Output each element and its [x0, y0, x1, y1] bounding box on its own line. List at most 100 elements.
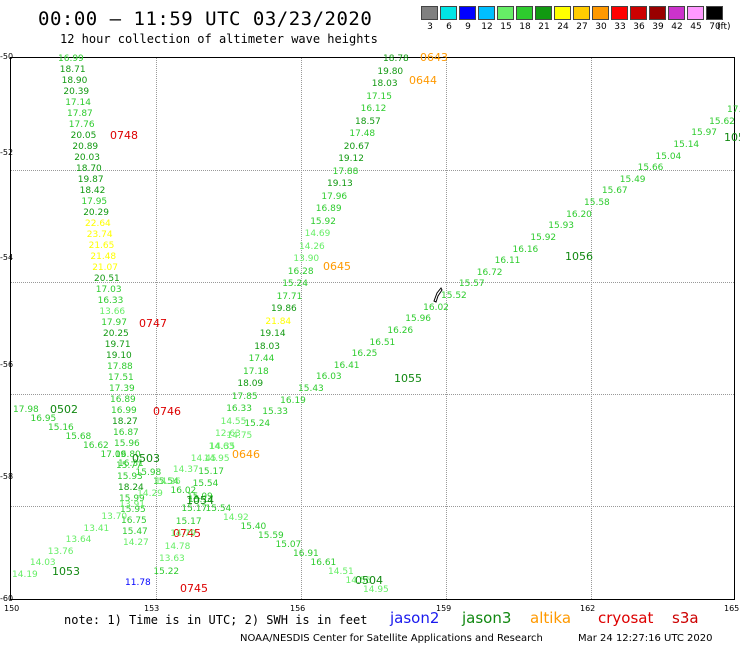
- colorbar-swatch: [573, 6, 590, 20]
- southwest-track-value: 16.61: [310, 558, 337, 568]
- west-track-value: 18.42: [79, 186, 106, 196]
- middle-track-value: 18.03: [371, 79, 398, 89]
- middle-track-value: 15.24: [282, 279, 308, 289]
- diagonal-track-value: 13.64: [65, 535, 92, 546]
- colorbar-swatch: [611, 6, 628, 20]
- west-track-time: 0745: [180, 582, 208, 595]
- west-track-value: 15.93: [117, 472, 143, 482]
- colorbar-swatch: [687, 6, 704, 20]
- west-track-value: 20.03: [74, 153, 100, 163]
- diagonal-track-value: 15.57: [458, 279, 485, 290]
- diagonal-track-value: 16.51: [369, 337, 396, 348]
- diagonal-track-value: 15.04: [655, 151, 682, 162]
- y-axis-tick-label: -58: [0, 472, 14, 481]
- middle-track-value: 21.84: [265, 316, 292, 327]
- southwest-track-value: 11.78: [125, 578, 151, 588]
- diagonal-track-value: 13.70: [101, 511, 128, 522]
- southwest-track-value: 15.40: [240, 522, 267, 532]
- west-track-value: 20.05: [70, 131, 97, 141]
- southwest-track-value: 15.16: [48, 423, 74, 433]
- west-track-value: 20.51: [94, 274, 120, 284]
- southwest-track-value: 17.98: [13, 405, 39, 415]
- middle-track-value: 20.67: [343, 141, 370, 152]
- diagonal-track-value: 16.03: [315, 372, 342, 383]
- southwest-track-value: 14.51: [328, 567, 354, 577]
- diagonal-track-time: 1055: [394, 372, 422, 385]
- colorbar-swatch: [592, 6, 609, 20]
- x-axis-tick-label: 159: [436, 604, 452, 613]
- west-track-value: 17.51: [108, 373, 134, 383]
- colorbar-label: 36: [633, 22, 645, 32]
- southwest-track-value: 16.91: [293, 549, 319, 559]
- west-track-value: 20.29: [83, 208, 109, 218]
- middle-track-time: 0643: [420, 51, 448, 64]
- middle-track-value: 18.09: [237, 379, 264, 389]
- west-track-value: 18.70: [76, 164, 102, 174]
- x-axis-tick-label: 150: [4, 604, 20, 613]
- diagonal-track-value: 16.26: [387, 325, 414, 336]
- colorbar-label: 12: [481, 22, 493, 32]
- west-track-time: 0745: [173, 527, 201, 540]
- diagonal-track-time: 1054: [186, 494, 214, 507]
- grid-line-horizontal: [11, 281, 734, 283]
- southwest-track-value: 15.68: [65, 432, 92, 442]
- west-track-value: 17.88: [107, 362, 133, 372]
- west-track-value: 23.74: [86, 230, 113, 240]
- southwest-track-value: 16.02: [170, 486, 197, 496]
- southwest-track-value: 17.09: [100, 450, 127, 460]
- colorbar-swatch: [535, 6, 552, 20]
- middle-track-value: 14.26: [299, 241, 325, 252]
- middle-track-value: 15.22: [153, 566, 180, 577]
- diagonal-track-value: 15.96: [405, 314, 432, 325]
- middle-track-value: 15.17: [175, 516, 202, 527]
- colorbar-swatch: [459, 6, 476, 20]
- diagonal-track-value: 14.03: [29, 558, 56, 569]
- diagonal-track-value: 14.75: [226, 430, 253, 441]
- diagonal-track-value: 14.19: [12, 570, 38, 580]
- west-track-value: 16.75: [121, 516, 147, 526]
- west-track-value: 16.99: [111, 406, 137, 416]
- diagonal-track-value: 15.33: [262, 407, 289, 418]
- west-track-value: 20.89: [72, 142, 99, 152]
- diagonal-track-value: 15.97: [691, 128, 718, 139]
- middle-track-value: 17.48: [349, 129, 376, 139]
- west-track-value: 19.87: [77, 175, 104, 185]
- map-plot-area: [10, 57, 735, 600]
- west-track-value: 16.33: [97, 296, 124, 306]
- middle-track-value: 17.18: [243, 366, 269, 377]
- middle-track-value: 17.44: [248, 354, 275, 364]
- diagonal-track-value: 14.63: [208, 442, 235, 453]
- middle-track-value: 15.17: [181, 504, 208, 514]
- satellite-legend-altika: altika: [530, 609, 572, 627]
- west-track-value: 15.99: [119, 494, 145, 504]
- west-track-value: 15.95: [120, 505, 146, 515]
- colorbar-label: 30: [595, 22, 607, 32]
- diagonal-track-value: 16.02: [423, 302, 449, 313]
- middle-track-value: 17.88: [332, 166, 359, 177]
- diagonal-track-time: 1053: [52, 565, 80, 578]
- middle-track-value: 15.09: [187, 491, 213, 502]
- southwest-track-value: 14.95: [363, 585, 389, 595]
- grid-line-horizontal: [11, 169, 734, 171]
- middle-track-value: 15.92: [310, 216, 336, 227]
- diagonal-track-value: 14.29: [137, 488, 163, 499]
- colorbar-label: 42: [671, 22, 683, 32]
- island-outline-icon: [433, 287, 443, 303]
- diagonal-track-value: 15.92: [530, 232, 557, 243]
- west-track-value: 22.64: [85, 219, 111, 229]
- southwest-track-value: 16.62: [83, 441, 109, 451]
- southwest-track-time: 0502: [50, 403, 78, 416]
- diagonal-track-value: 14.26: [155, 477, 181, 487]
- diagonal-track-value: 15.49: [619, 174, 646, 185]
- middle-track-value: 19.14: [259, 329, 286, 339]
- southwest-track-value: 16.31: [118, 459, 144, 469]
- middle-track-value: 16.89: [315, 204, 342, 214]
- diagonal-track-value: 16.25: [351, 349, 378, 360]
- west-track-value: 18.27: [112, 417, 138, 427]
- footer-note: note: 1) Time is in UTC; 2) SWH is in fe…: [64, 613, 368, 627]
- middle-track-value: 16.28: [287, 266, 314, 277]
- generated-timestamp: Mar 24 12:27:16 UTC 2020: [578, 633, 713, 644]
- diagonal-track-value: 15.67: [601, 186, 628, 197]
- diagonal-track-time: 1058: [724, 131, 740, 144]
- west-track-value: 16.87: [113, 428, 139, 438]
